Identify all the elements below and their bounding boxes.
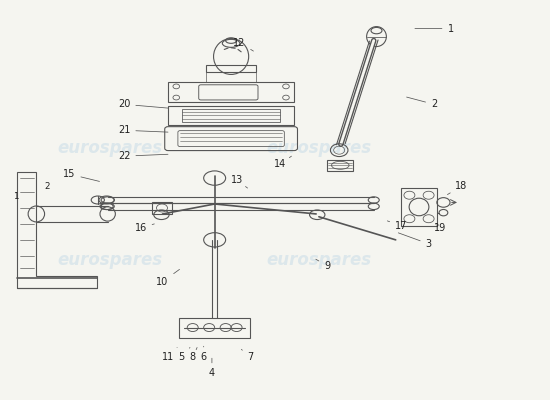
Text: eurospares: eurospares	[266, 251, 371, 269]
Text: 9: 9	[316, 259, 330, 271]
Text: 4: 4	[209, 358, 215, 378]
Text: eurospares: eurospares	[58, 139, 163, 157]
Text: 15: 15	[63, 169, 100, 182]
Text: 22: 22	[118, 151, 168, 161]
Text: 14: 14	[274, 156, 292, 169]
Text: 2: 2	[406, 97, 437, 109]
Text: 20: 20	[118, 99, 168, 109]
Text: 3: 3	[398, 233, 432, 249]
Text: 10: 10	[156, 269, 179, 287]
Text: 6: 6	[201, 346, 207, 362]
Text: 18: 18	[448, 181, 468, 194]
Text: eurospares: eurospares	[58, 251, 163, 269]
Text: eurospares: eurospares	[266, 139, 371, 157]
Text: 2: 2	[45, 182, 50, 190]
Text: 17: 17	[387, 221, 408, 231]
Text: 8: 8	[190, 348, 197, 362]
Text: 21: 21	[118, 125, 168, 135]
Text: 19: 19	[433, 223, 446, 233]
Text: 12: 12	[233, 38, 254, 51]
Text: 11: 11	[162, 348, 177, 362]
Text: 1: 1	[13, 192, 19, 200]
Text: 13: 13	[230, 175, 248, 188]
Text: 16: 16	[134, 223, 155, 233]
Text: 5: 5	[179, 348, 190, 362]
Text: 7: 7	[241, 349, 254, 362]
Text: 1: 1	[415, 24, 454, 34]
